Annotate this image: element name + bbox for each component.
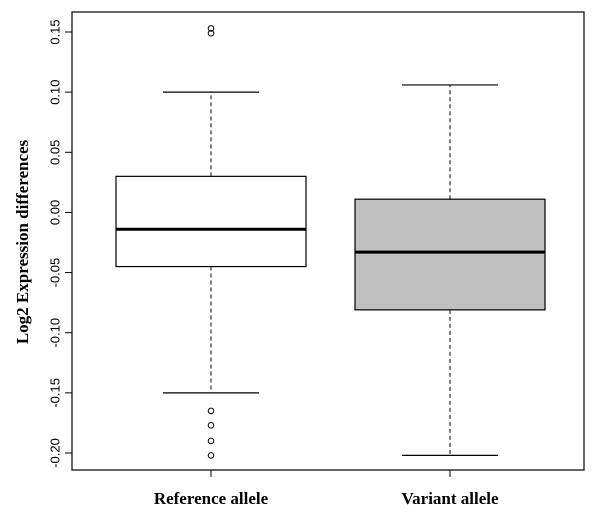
y-axis-title: Log2 Expression differences: [13, 139, 32, 344]
outlier-point: [207, 25, 215, 32]
plot-frame: [71, 11, 585, 471]
iqr-box: [115, 175, 307, 268]
y-tick-label: -0.20: [47, 438, 62, 468]
y-tick-label: 0.15: [47, 19, 62, 44]
y-tick-label: 0.05: [47, 140, 62, 165]
y-axis: -0.20 -0.15 -0.10 -0.05 0.00 0.05 0.10 0.15: [47, 19, 72, 468]
iqr-box: [354, 198, 546, 311]
box-group-1: [115, 25, 307, 459]
y-tick-label: -0.15: [47, 378, 62, 408]
box-group-2: [354, 84, 546, 457]
outlier-point: [207, 29, 215, 37]
boxes-layer: [115, 25, 546, 459]
x-category-label: Variant allele: [401, 489, 499, 508]
y-tick-label: 0.00: [47, 200, 62, 225]
outlier-point: [207, 452, 215, 459]
x-category-label: Reference allele: [154, 489, 269, 508]
y-tick-label: -0.10: [47, 318, 62, 348]
outlier-point: [207, 437, 215, 445]
outlier-point: [207, 422, 215, 429]
y-tick-label: -0.05: [47, 258, 62, 288]
x-axis-labels: Reference allele Variant allele: [154, 470, 499, 508]
outlier-point: [207, 407, 215, 415]
y-tick-label: 0.10: [47, 79, 62, 104]
